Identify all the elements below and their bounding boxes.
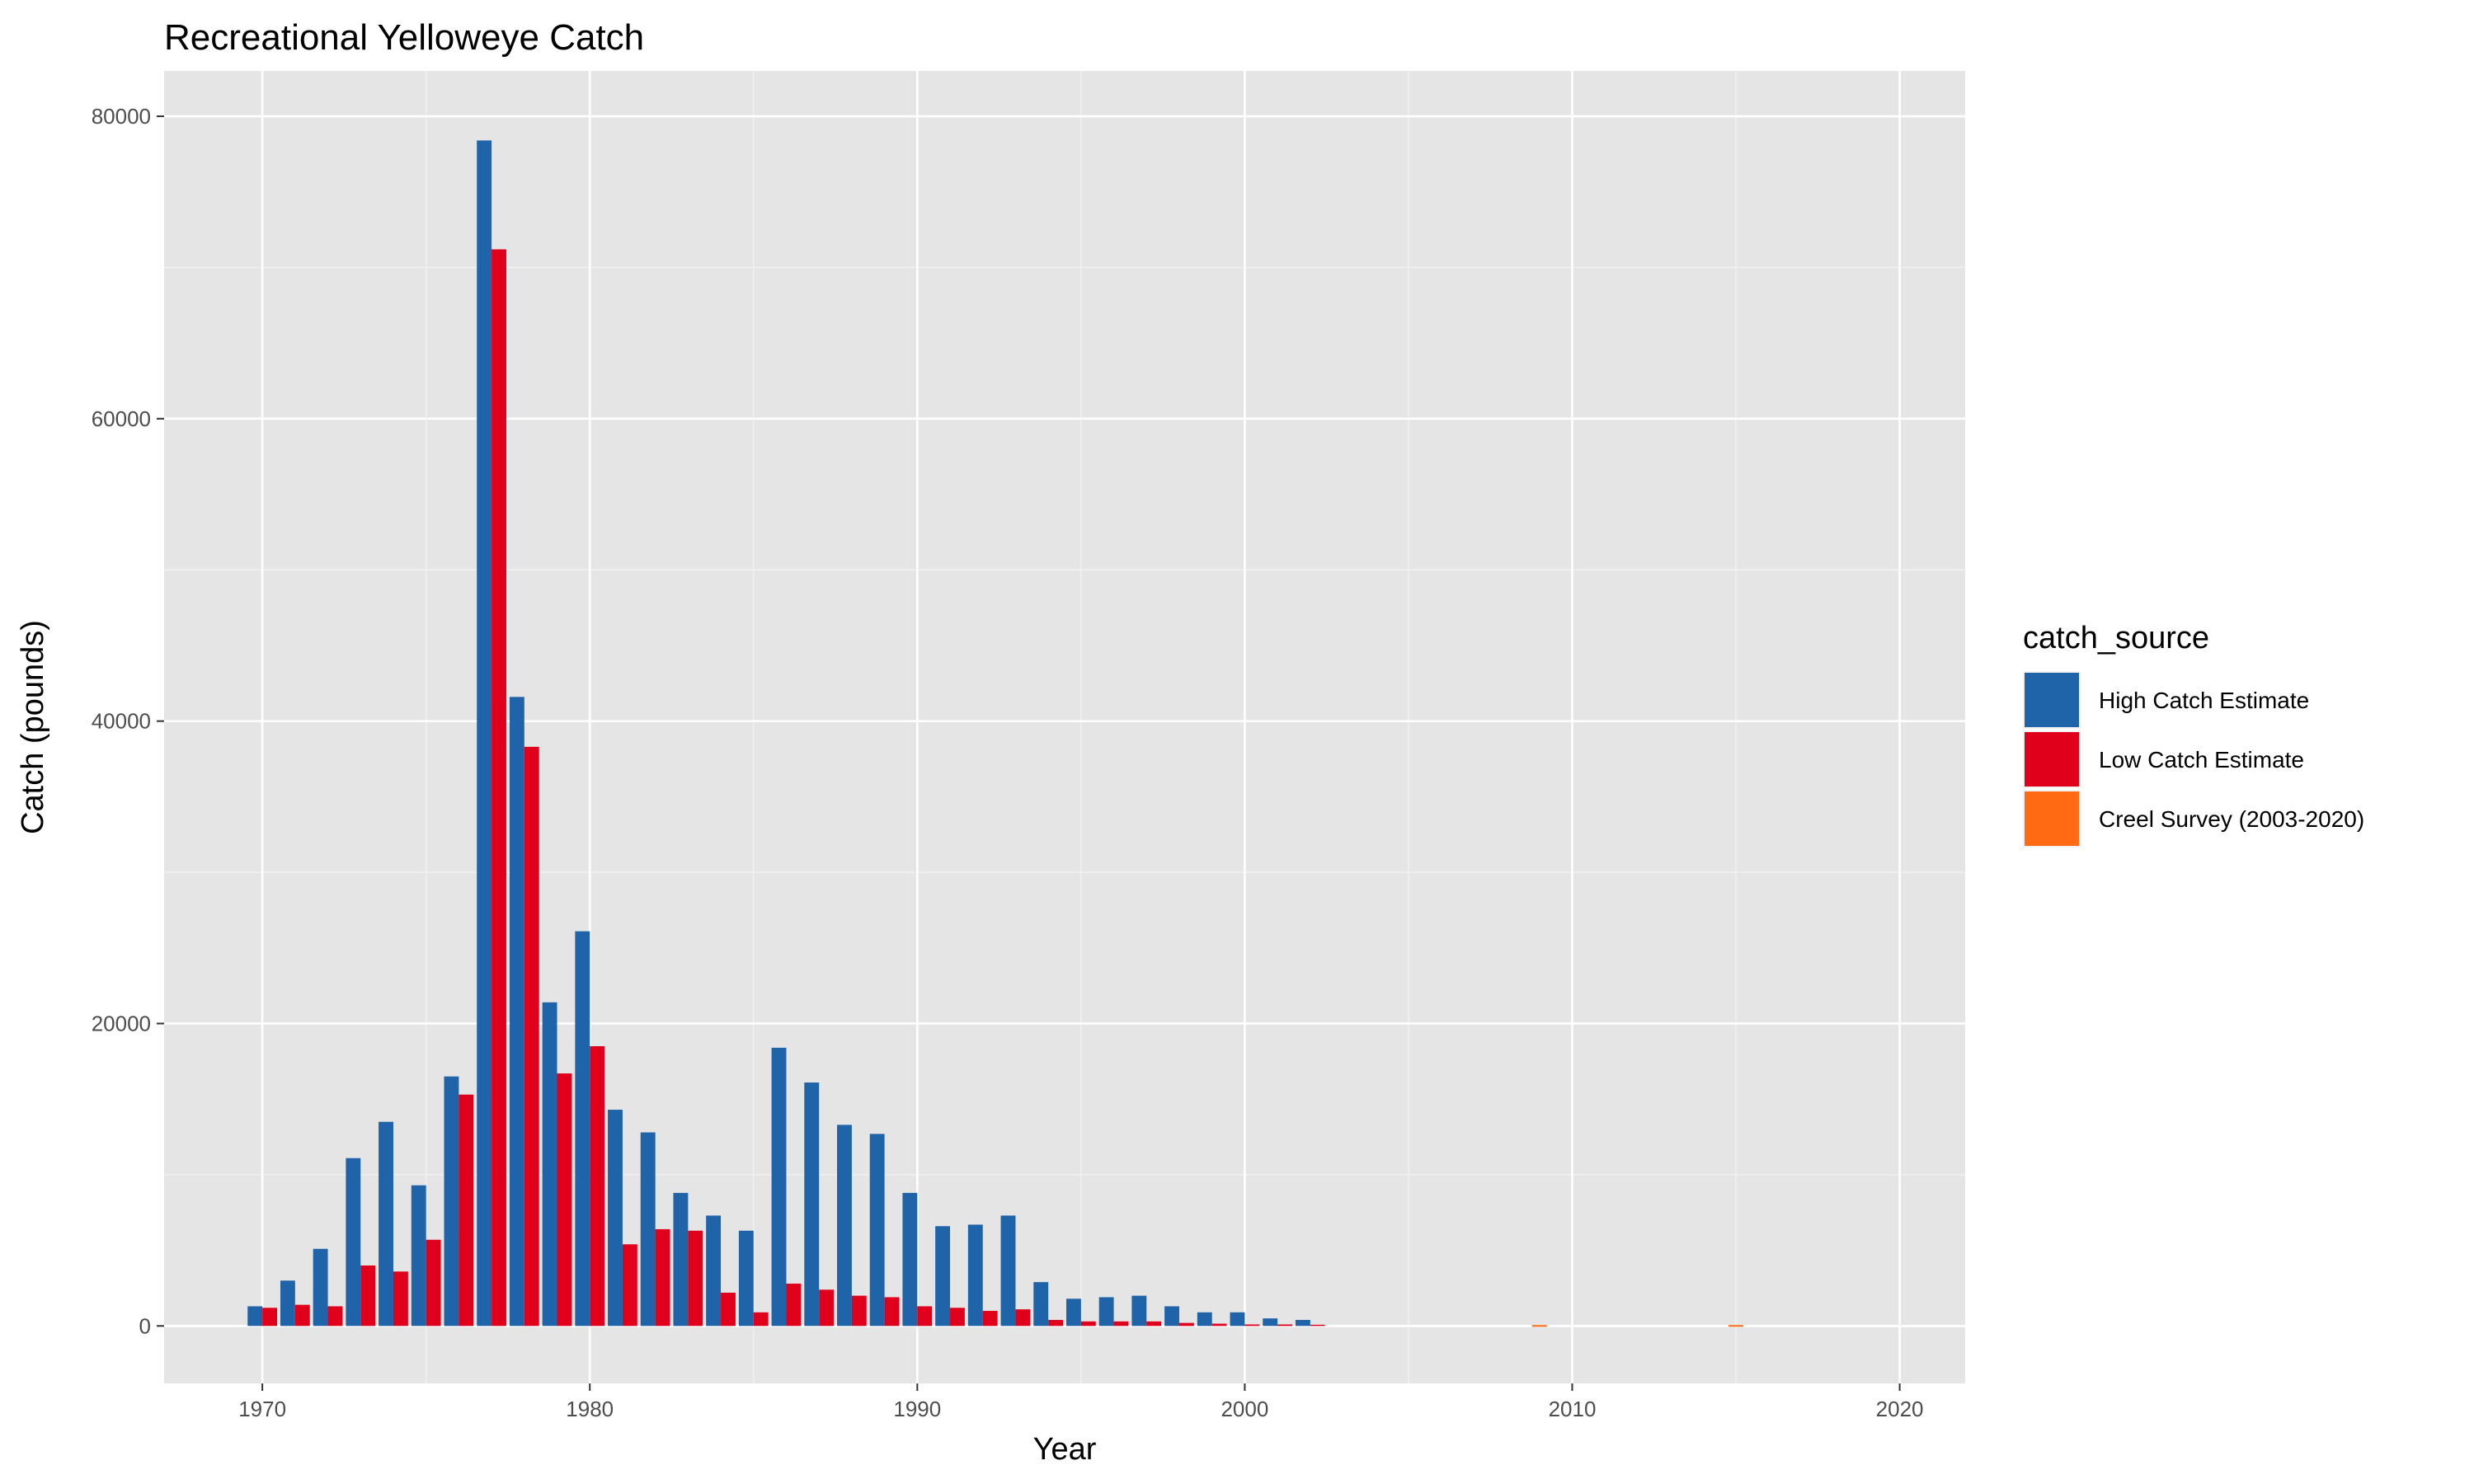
bars (247, 140, 1743, 1327)
bar-low-1981 (622, 1244, 637, 1327)
x-axis-title: Year (1033, 1432, 1097, 1467)
bar-high-1989 (869, 1134, 885, 1327)
bar-high-1974 (379, 1121, 393, 1327)
bar-high-1976 (444, 1076, 459, 1327)
bar-high-1983 (673, 1192, 689, 1327)
bar-low-1986 (786, 1283, 802, 1327)
bar-high-1996 (1098, 1297, 1114, 1327)
bar-low-1991 (950, 1308, 965, 1327)
bar-high-1988 (837, 1125, 852, 1327)
legend-label: High Catch Estimate (2099, 688, 2309, 713)
bar-high-1993 (1000, 1215, 1016, 1327)
bar-low-1990 (917, 1306, 933, 1327)
y-tick-label: 80000 (92, 104, 151, 129)
bar-high-1970 (247, 1306, 263, 1327)
bar-high-1984 (706, 1215, 722, 1327)
bar-high-1992 (967, 1224, 983, 1327)
bar-low-1976 (459, 1094, 474, 1327)
bar-low-1994 (1048, 1319, 1064, 1327)
bar-low-2001 (1277, 1324, 1292, 1327)
bar-low-1973 (360, 1265, 376, 1327)
bar-low-1999 (1211, 1323, 1227, 1327)
bar-low-1975 (426, 1239, 441, 1327)
bar-high-2002 (1295, 1319, 1310, 1327)
bar-low-1993 (1015, 1309, 1031, 1327)
bar-high-1980 (575, 931, 590, 1327)
legend-label: Creel Survey (2003-2020) (2099, 806, 2364, 832)
x-tick-label: 2020 (1876, 1397, 1924, 1421)
bar-low-1983 (688, 1230, 703, 1327)
bar-low-1985 (753, 1312, 769, 1327)
bar-high-1981 (608, 1110, 623, 1327)
bar-high-1975 (411, 1185, 426, 1327)
y-tick-label: 20000 (92, 1011, 151, 1036)
x-tick-label: 1990 (893, 1397, 941, 1421)
bar-high-1971 (280, 1280, 295, 1327)
bar-low-1974 (393, 1271, 408, 1327)
bar-low-1982 (655, 1228, 670, 1327)
bar-low-1988 (851, 1295, 867, 1327)
bar-creel-2009 (1531, 1325, 1547, 1327)
bar-high-2000 (1230, 1312, 1245, 1327)
bar-low-1970 (262, 1308, 277, 1327)
legend-label: Low Catch Estimate (2099, 747, 2304, 773)
legend-title: catch_source (2023, 621, 2209, 655)
y-tick-label: 60000 (92, 406, 151, 431)
bar-high-1991 (935, 1226, 951, 1327)
bar-high-1986 (771, 1047, 787, 1327)
minor-gridlines (164, 71, 1965, 1383)
legend-swatch (2025, 791, 2079, 846)
y-tick-label: 40000 (92, 709, 151, 734)
bar-creel-2015 (1729, 1325, 1743, 1327)
x-tick-label: 1970 (238, 1397, 286, 1421)
bar-high-1982 (640, 1132, 656, 1327)
bar-high-1973 (346, 1158, 361, 1327)
bar-low-2000 (1244, 1324, 1260, 1327)
bar-low-1978 (524, 746, 539, 1327)
bar-high-1999 (1197, 1312, 1212, 1327)
bar-low-1977 (492, 249, 506, 1327)
bar-high-1990 (902, 1192, 918, 1327)
chart-title: Recreational Yelloweye Catch (164, 17, 644, 58)
y-axis: 0 20000 40000 60000 80000 (92, 104, 164, 1338)
x-tick-label: 1980 (566, 1397, 614, 1421)
bar-high-1997 (1131, 1295, 1147, 1327)
bar-low-1996 (1113, 1321, 1129, 1327)
bar-high-1977 (477, 140, 492, 1327)
y-axis-title: Catch (pounds) (16, 620, 50, 834)
legend-swatch (2025, 673, 2079, 727)
x-tick-label: 2010 (1549, 1397, 1597, 1421)
bar-high-1979 (542, 1002, 557, 1327)
bar-low-1995 (1080, 1321, 1096, 1327)
y-tick-label: 0 (139, 1313, 151, 1338)
legend-swatch (2025, 732, 2079, 787)
bar-low-1984 (721, 1292, 736, 1327)
bar-high-1985 (738, 1230, 754, 1327)
x-axis: 1970 1980 1990 2000 2010 2020 (238, 1383, 1924, 1421)
bar-low-2002 (1310, 1324, 1325, 1327)
bar-high-1995 (1065, 1298, 1081, 1327)
bar-low-1997 (1146, 1321, 1162, 1327)
legend: catch_source High Catch Estimate Low Catc… (2023, 621, 2364, 848)
bar-low-1979 (557, 1073, 572, 1327)
bar-low-1972 (327, 1306, 343, 1327)
bar-low-1980 (590, 1045, 605, 1327)
bar-high-1994 (1033, 1282, 1049, 1327)
bar-low-1971 (294, 1304, 310, 1327)
bar-low-1987 (819, 1289, 835, 1327)
bar-high-2001 (1263, 1318, 1278, 1327)
bar-low-1998 (1178, 1322, 1194, 1327)
bar-high-1998 (1164, 1306, 1179, 1327)
x-tick-label: 2000 (1221, 1397, 1268, 1421)
bar-low-1989 (884, 1297, 900, 1327)
bar-high-1987 (804, 1082, 820, 1327)
bar-high-1972 (313, 1248, 328, 1327)
bar-low-1992 (982, 1310, 998, 1327)
bar-high-1978 (509, 697, 524, 1327)
